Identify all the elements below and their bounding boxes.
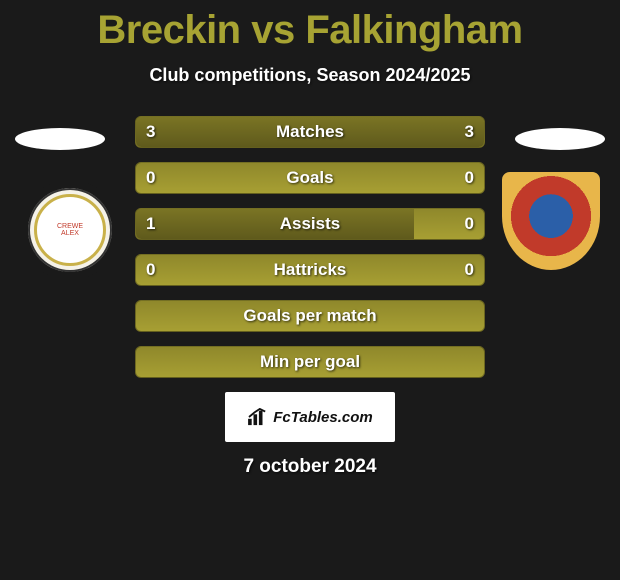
bar-value-right: 3: [455, 117, 484, 147]
stat-bar: Min per goal: [135, 346, 485, 378]
stat-bar: Assists1 0: [135, 208, 485, 240]
brand-box: FcTables.com: [225, 392, 395, 442]
bar-label: Hattricks: [136, 255, 484, 285]
bar-label: Goals per match: [136, 301, 484, 331]
subtitle: Club competitions, Season 2024/2025: [0, 65, 620, 86]
bar-value-left: 3: [136, 117, 165, 147]
chart-icon: [247, 408, 269, 426]
stat-bar: Goals per match: [135, 300, 485, 332]
bar-label: Assists: [136, 209, 484, 239]
club-crest-left-inner: CREWEALEX: [34, 194, 106, 266]
bar-value-right: 0: [455, 163, 484, 193]
player-slot-right: [515, 128, 605, 150]
bar-value-right: 0: [455, 255, 484, 285]
stats-bars: Matches33Goals00Assists10Hattricks00Goal…: [135, 116, 485, 378]
brand-text: FcTables.com: [273, 409, 372, 426]
club-crest-left: CREWEALEX: [20, 180, 120, 280]
stat-bar: Hattricks0 0: [135, 254, 485, 286]
bar-value-left: 0: [136, 163, 165, 193]
bar-label: Matches: [136, 117, 484, 147]
stat-bar: Matches3 3: [135, 116, 485, 148]
bar-label: Goals: [136, 163, 484, 193]
club-crest-right: [502, 172, 600, 270]
date: 7 october 2024: [0, 456, 620, 478]
bar-label: Min per goal: [136, 347, 484, 377]
stat-bar: Goals0 0: [135, 162, 485, 194]
page-title: Breckin vs Falkingham: [0, 0, 620, 53]
player-slot-left: [15, 128, 105, 150]
bar-value-left: 0: [136, 255, 165, 285]
bar-value-right: 0: [455, 209, 484, 239]
bar-value-left: 1: [136, 209, 165, 239]
